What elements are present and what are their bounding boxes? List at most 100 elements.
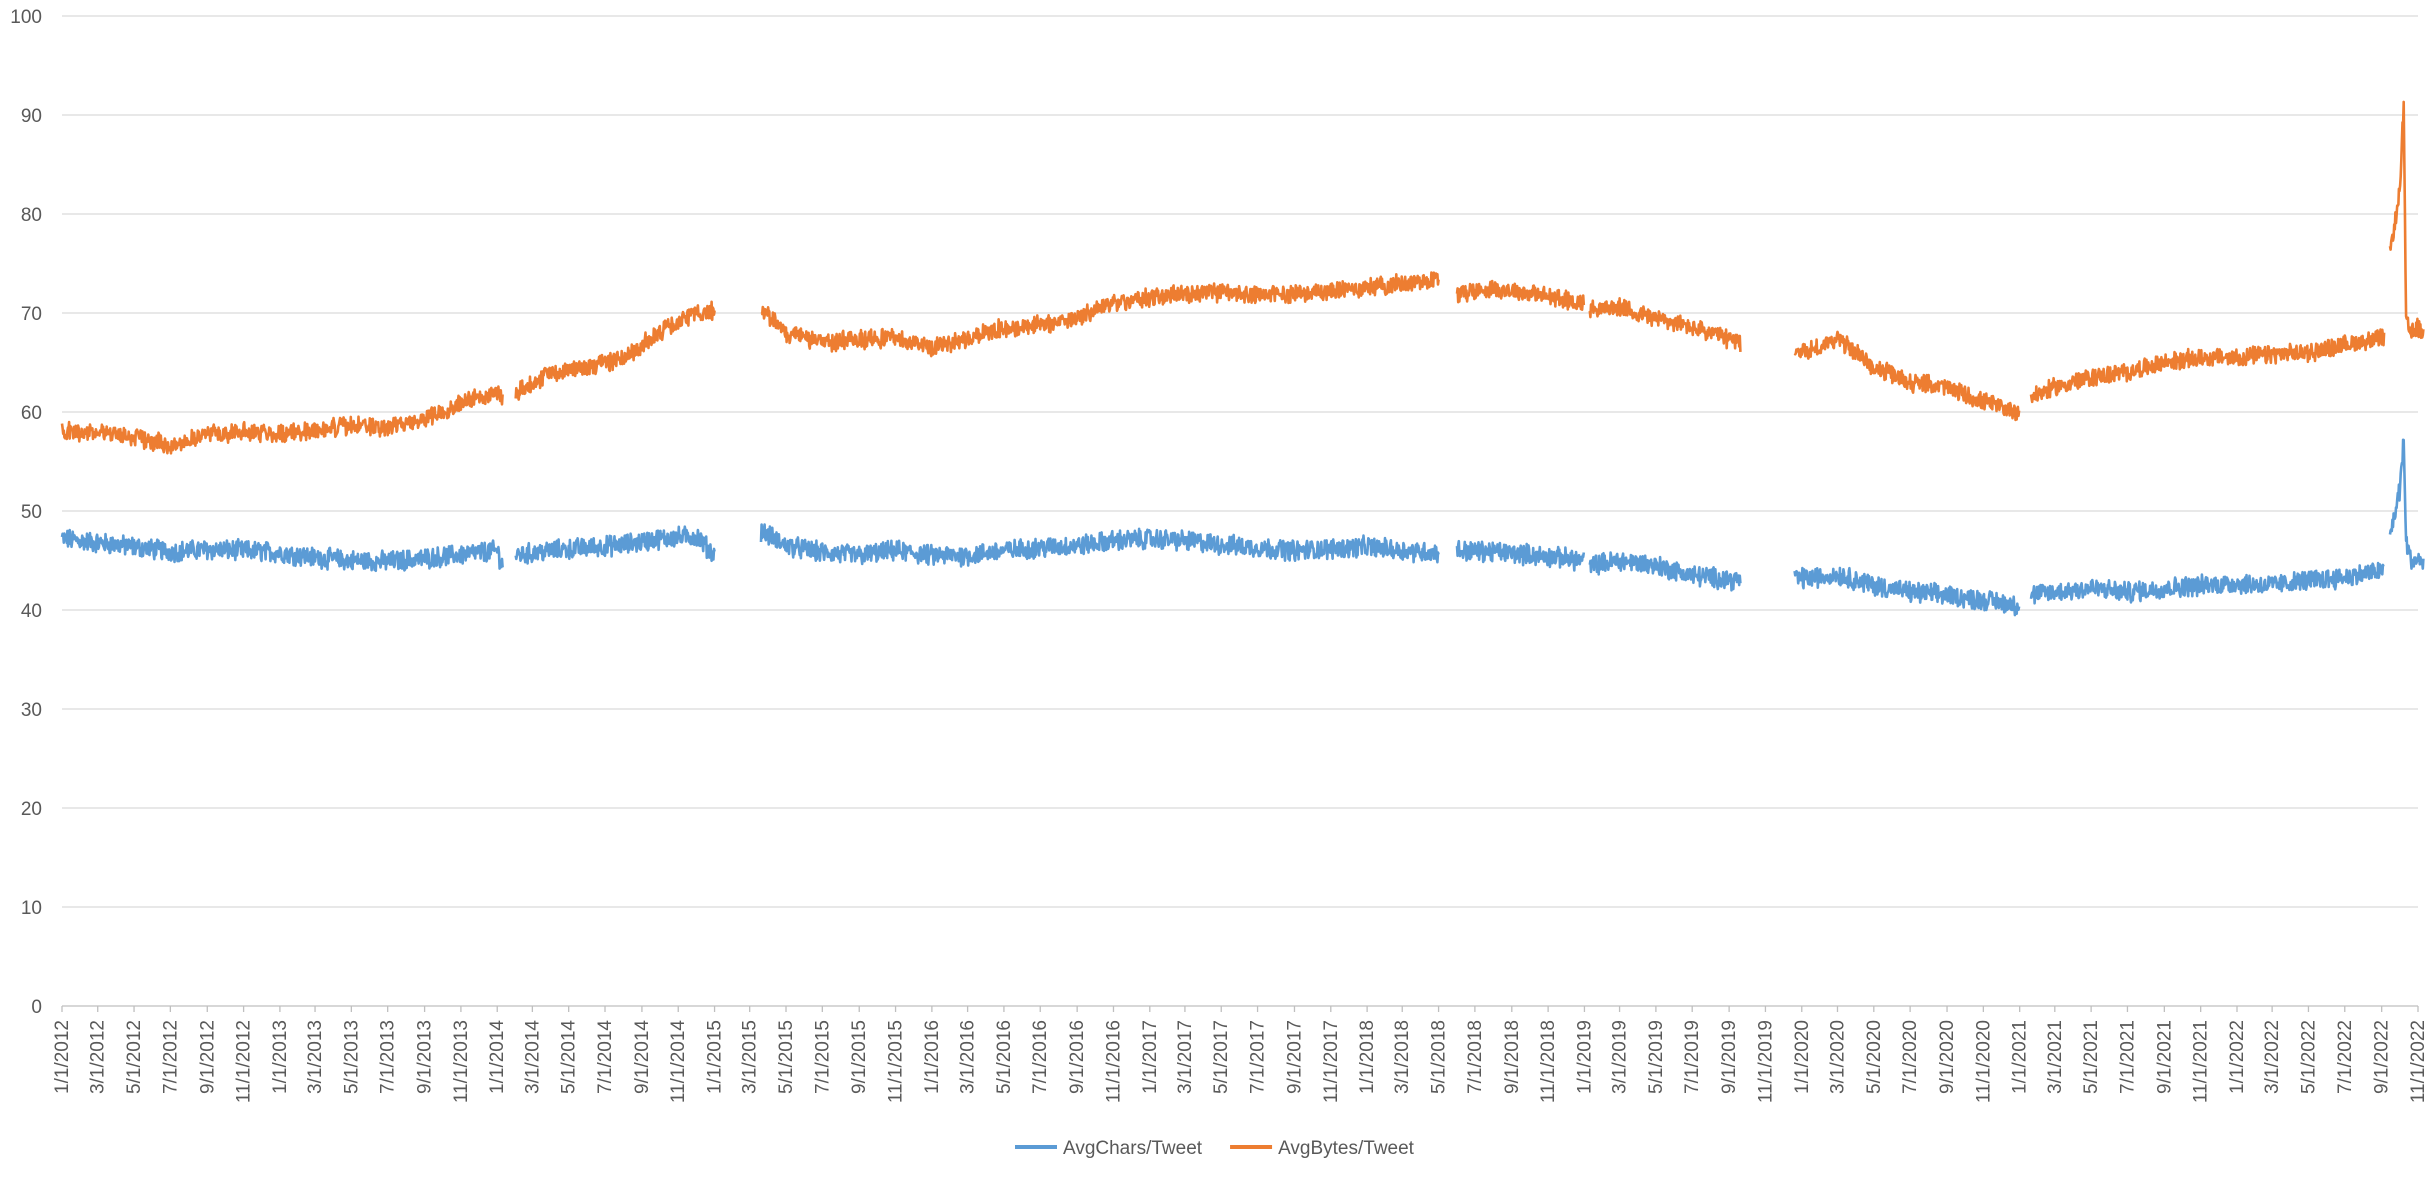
x-tick-label: 3/1/2016: [958, 1020, 979, 1094]
x-tick-label: 9/1/2012: [197, 1020, 218, 1094]
x-tick-label: 7/1/2019: [1682, 1020, 1703, 1094]
y-tick-label: 70: [21, 304, 42, 325]
x-tick-label: 11/1/2017: [1321, 1020, 1342, 1103]
x-tick-label: 11/1/2012: [234, 1020, 255, 1103]
series-line-segment: [2029, 561, 2385, 605]
y-tick-label: 30: [21, 700, 42, 721]
y-tick-label: 50: [21, 502, 42, 523]
x-tick-label: 11/1/2018: [1538, 1020, 1559, 1103]
x-tick-label: 1/1/2012: [52, 1020, 73, 1094]
x-tick-label: 1/1/2013: [270, 1020, 291, 1094]
series-line-segment: [1793, 566, 2021, 617]
series-line-segment: [759, 523, 1440, 568]
series-line-segment: [1455, 279, 1586, 311]
x-tick-label: 11/1/2013: [451, 1020, 472, 1103]
x-tick-label: 3/1/2021: [2045, 1020, 2066, 1094]
x-tick-label: 9/1/2022: [2372, 1020, 2393, 1094]
x-tick-label: 3/1/2013: [305, 1020, 326, 1094]
x-tick-label: 7/1/2012: [160, 1020, 181, 1094]
x-tick-label: 1/1/2016: [922, 1020, 943, 1094]
x-tick-label: 5/1/2014: [559, 1020, 580, 1094]
x-tick-label: 11/1/2022: [2408, 1020, 2429, 1103]
x-tick-label: 5/1/2021: [2081, 1020, 2102, 1094]
x-tick-label: 3/1/2022: [2262, 1020, 2283, 1094]
x-tick-label: 7/1/2015: [812, 1020, 833, 1094]
y-tick-label: 20: [21, 799, 42, 820]
x-tick-label: 9/1/2020: [1937, 1020, 1958, 1094]
x-tick-label: 5/1/2017: [1211, 1020, 1232, 1094]
legend: AvgChars/Tweet AvgBytes/Tweet: [1015, 1138, 1415, 1159]
x-tick-label: 3/1/2014: [522, 1020, 543, 1094]
x-tick-label: 5/1/2018: [1429, 1020, 1450, 1094]
x-tick-label: 3/1/2017: [1175, 1020, 1196, 1094]
x-tick-label: 9/1/2013: [415, 1020, 436, 1094]
x-tick-label: 11/1/2021: [2191, 1020, 2212, 1103]
x-tick-label: 11/1/2020: [1973, 1020, 1994, 1103]
x-tick-label: 9/1/2017: [1284, 1020, 1305, 1094]
x-tick-label: 3/1/2019: [1610, 1020, 1631, 1094]
x-tick-label: 5/1/2015: [776, 1020, 797, 1094]
x-tick-label: 1/1/2015: [705, 1020, 726, 1094]
x-tick-label: 7/1/2014: [595, 1020, 616, 1094]
legend-label: AvgBytes/Tweet: [1278, 1138, 1415, 1159]
x-tick-label: 9/1/2021: [2154, 1020, 2175, 1094]
series-AvgBytes/Tweet: [60, 100, 2425, 455]
x-tick-label: 1/1/2022: [2227, 1020, 2248, 1094]
x-tick-label: 1/1/2021: [2010, 1020, 2031, 1094]
series-line-segment: [514, 300, 716, 401]
x-tick-label: 11/1/2014: [668, 1020, 689, 1104]
series-line-segment: [1588, 297, 1742, 352]
gridlines: [62, 15, 2418, 1007]
series-line-segment: [60, 385, 504, 455]
x-tick-label: 9/1/2016: [1067, 1020, 1088, 1094]
x-tick-label: 7/1/2013: [378, 1020, 399, 1094]
x-tick-label: 7/1/2017: [1248, 1020, 1269, 1094]
x-tick-label: 9/1/2018: [1502, 1020, 1523, 1094]
x-tick-label: 1/1/2020: [1792, 1020, 1813, 1094]
y-axis: 0 10 20 30 40 50 60 70 80 90 100: [10, 7, 42, 1018]
x-tick-label: 1/1/2017: [1140, 1020, 1161, 1094]
x-tick-label: 9/1/2019: [1719, 1020, 1740, 1094]
x-tick-label: 7/1/2020: [1900, 1020, 1921, 1094]
x-tick-label: 5/1/2020: [1864, 1020, 1885, 1094]
x-tick-label: 7/1/2021: [2117, 1020, 2138, 1094]
series-line-segment: [2029, 328, 2386, 404]
y-tick-label: 40: [21, 601, 42, 622]
series-line-segment: [60, 528, 504, 573]
series-line-segment: [760, 271, 1440, 358]
x-tick-label: 11/1/2019: [1755, 1020, 1776, 1103]
series-line-segment: [2388, 438, 2425, 570]
x-tick-label: 5/1/2019: [1646, 1020, 1667, 1094]
x-tick-label: 5/1/2012: [124, 1020, 145, 1094]
series-line-segment: [1455, 539, 1586, 572]
x-tick-label: 1/1/2014: [487, 1020, 508, 1094]
x-tick-label: 1/1/2018: [1357, 1020, 1378, 1094]
series-line-segment: [1793, 330, 2021, 422]
x-tick-label: 7/1/2022: [2335, 1020, 2356, 1094]
x-tick-label: 5/1/2013: [341, 1020, 362, 1094]
series-lines: [60, 100, 2425, 617]
y-tick-label: 10: [21, 898, 42, 919]
x-tick-label: 9/1/2015: [849, 1020, 870, 1094]
y-tick-label: 0: [31, 997, 42, 1018]
x-tick-label: 7/1/2018: [1465, 1020, 1486, 1094]
x-tick-label: 5/1/2016: [994, 1020, 1015, 1094]
x-axis: 1/1/2012 3/1/2012 5/1/2012 7/1/2012 9/1/2012…: [52, 1006, 2429, 1103]
y-tick-label: 60: [21, 403, 42, 424]
series-line-segment: [2388, 100, 2425, 340]
y-tick-label: 90: [21, 106, 42, 127]
y-tick-label: 80: [21, 205, 42, 226]
x-tick-label: 11/1/2016: [1103, 1020, 1124, 1103]
y-tick-label: 100: [10, 7, 42, 28]
x-tick-label: 3/1/2015: [740, 1020, 761, 1094]
x-tick-label: 7/1/2016: [1030, 1020, 1051, 1094]
legend-label: AvgChars/Tweet: [1063, 1138, 1203, 1159]
x-tick-label: 1/1/2019: [1574, 1020, 1595, 1094]
x-tick-label: 9/1/2014: [632, 1020, 653, 1094]
x-tick-label: 3/1/2018: [1392, 1020, 1413, 1094]
x-tick-label: 3/1/2012: [88, 1020, 109, 1094]
x-tick-label: 5/1/2022: [2298, 1020, 2319, 1094]
series-line-segment: [514, 525, 716, 565]
